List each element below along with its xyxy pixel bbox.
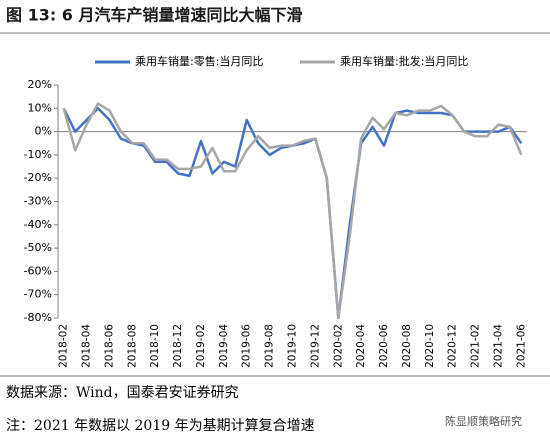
x-tick-label: 2020-08 (401, 324, 413, 368)
y-tick-label: -80% (24, 311, 52, 324)
x-tick-label: 2020-06 (378, 324, 390, 368)
x-tick-label: 2018-04 (81, 324, 93, 368)
x-tick-label: 2018-12 (172, 324, 184, 368)
x-tick-label: 2019-10 (287, 324, 299, 368)
y-tick-label: 20% (28, 78, 52, 91)
x-tick-label: 2019-08 (264, 324, 276, 368)
y-tick-label: -60% (24, 264, 52, 277)
x-tick-label: 2021-04 (492, 324, 504, 368)
line-series (62, 102, 523, 320)
x-tick-label: 2019-02 (195, 324, 207, 368)
watermark: 陈显顺策略研究 (445, 414, 522, 428)
x-tick-label: 2020-02 (332, 324, 344, 368)
x-tick-label: 2019-06 (241, 324, 253, 368)
chart-title: 图 13: 6 月汽车产销量增速同比大幅下滑 (6, 6, 303, 25)
y-tick-label: -70% (24, 288, 52, 301)
x-tick-label: 2020-04 (355, 324, 367, 368)
line-series (62, 107, 523, 320)
y-tick-label: -20% (24, 171, 52, 184)
y-tick-label: -40% (24, 218, 52, 231)
x-tick-label: 2020-10 (424, 324, 436, 368)
x-tick-label: 2018-02 (58, 324, 70, 368)
y-tick-label: -50% (24, 241, 52, 254)
x-tick-label: 2019-12 (309, 324, 321, 368)
source: 数据来源：Wind，国泰君安证券研究 (6, 385, 239, 401)
x-tick-label: 2018-06 (103, 324, 115, 368)
x-tick-label: 2021-02 (470, 324, 482, 368)
legend-label: 乘用车销量:批发:当月同比 (340, 54, 468, 68)
x-tick-label: 2019-04 (218, 324, 230, 368)
legend-label: 乘用车销量:零售:当月同比 (135, 54, 263, 68)
note: 注：2021 年数据以 2019 年为基期计算复合增速 (6, 417, 315, 434)
x-tick-label: 2020-12 (447, 324, 459, 368)
y-tick-label: -10% (24, 148, 52, 161)
x-tick-label: 2021-06 (515, 324, 527, 368)
y-tick-label: -30% (24, 195, 52, 208)
y-tick-label: 10% (28, 101, 52, 114)
y-tick-label: 0% (35, 125, 52, 138)
x-tick-label: 2018-08 (126, 324, 138, 368)
x-tick-label: 2018-10 (149, 324, 161, 368)
